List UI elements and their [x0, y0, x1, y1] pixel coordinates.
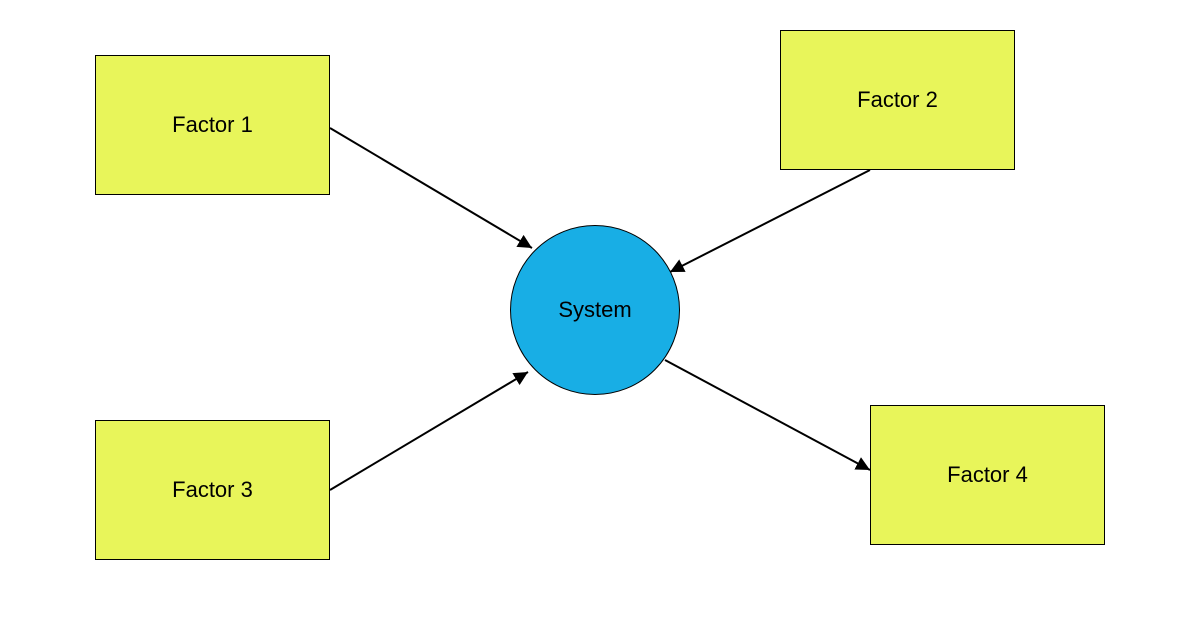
node-f4: Factor 4 [870, 405, 1105, 545]
node-label-f1: Factor 1 [172, 112, 253, 138]
node-label-f3: Factor 3 [172, 477, 253, 503]
node-label-sys: System [558, 297, 631, 323]
node-f3: Factor 3 [95, 420, 330, 560]
node-label-f2: Factor 2 [857, 87, 938, 113]
node-f1: Factor 1 [95, 55, 330, 195]
node-f2: Factor 2 [780, 30, 1015, 170]
edge-f2-to-sys [670, 170, 870, 272]
edge-f3-to-sys [330, 372, 528, 490]
node-label-f4: Factor 4 [947, 462, 1028, 488]
node-sys: System [510, 225, 680, 395]
edge-sys-to-f4 [665, 360, 870, 470]
edge-f1-to-sys [330, 128, 532, 248]
